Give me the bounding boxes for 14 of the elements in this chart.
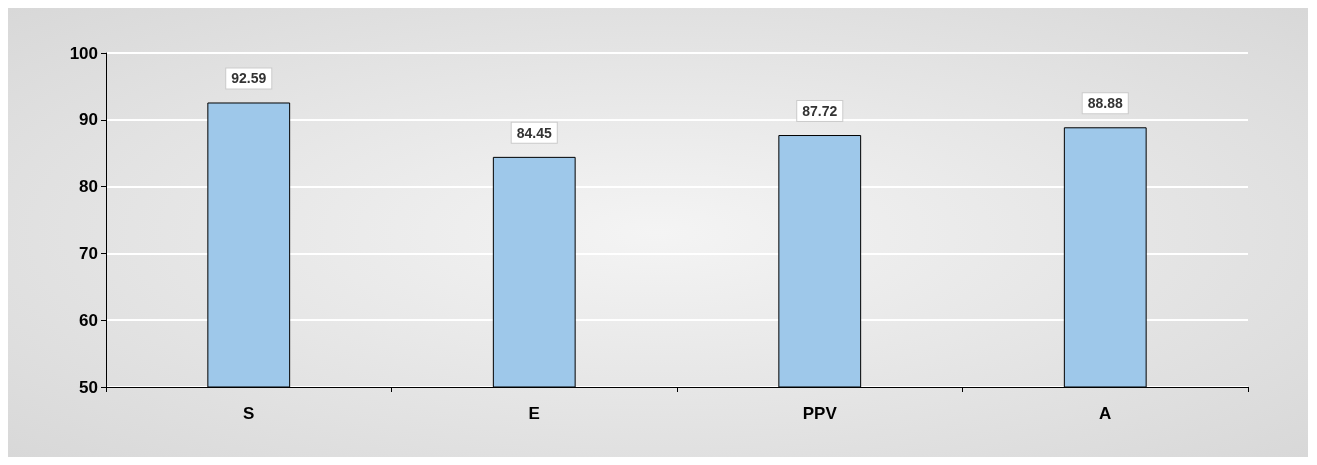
x-tick-label: A (1099, 404, 1112, 423)
y-tick-label: 60 (79, 310, 98, 330)
y-tick-label: 100 (69, 43, 98, 63)
data-label: 92.59 (231, 70, 267, 87)
y-tick-label: 90 (79, 110, 98, 130)
y-tick-label: 50 (79, 377, 98, 397)
x-tick-label: S (243, 404, 255, 423)
y-tick-label: 80 (79, 177, 98, 197)
x-tick-label: E (528, 404, 540, 423)
data-label: 84.45 (516, 124, 552, 141)
data-label: 88.88 (1087, 95, 1123, 112)
y-tick-label: 70 (79, 243, 98, 263)
data-label: 87.72 (802, 103, 838, 120)
x-tick-label: PPV (802, 404, 838, 423)
